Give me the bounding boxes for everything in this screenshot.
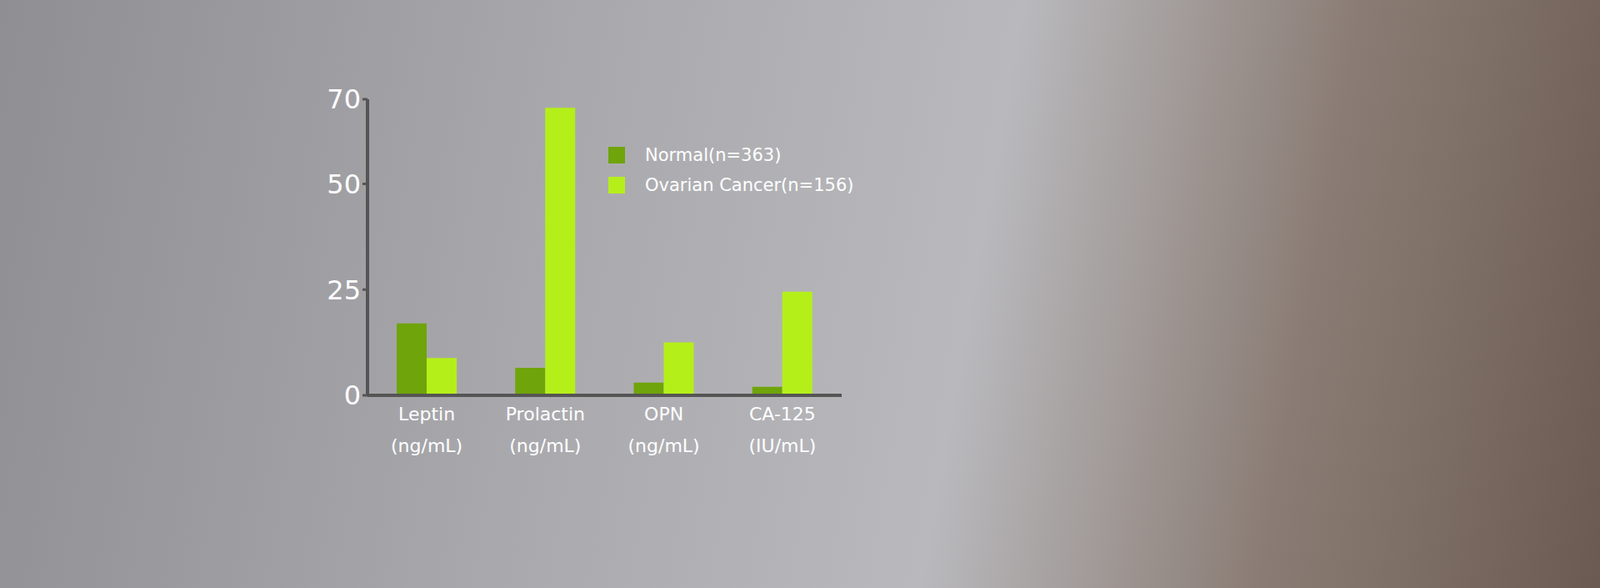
- svg-text:0: 0: [344, 379, 361, 411]
- svg-text:OPN: OPN: [644, 403, 684, 425]
- svg-text:(ng/mL): (ng/mL): [509, 435, 581, 456]
- html-text:Normal(n=363): Normal(n=363): [645, 145, 782, 165]
- svg-text:(ng/mL): (ng/mL): [390, 435, 463, 456]
- svg-text:Prolactin: Prolactin: [505, 403, 585, 425]
- svg-text:25: 25: [326, 274, 361, 306]
- svg-text:(ng/mL): (ng/mL): [628, 435, 700, 456]
- svg-text:CA-125: CA-125: [749, 403, 816, 425]
- svg-text:(IU/mL): (IU/mL): [748, 435, 816, 456]
- svg-text:Leptin: Leptin: [398, 403, 455, 425]
- html-text:Ovarian Cancer(n=156): Ovarian Cancer(n=156): [645, 175, 854, 195]
- svg-text:50: 50: [326, 168, 361, 200]
- svg-text:70: 70: [326, 83, 361, 115]
